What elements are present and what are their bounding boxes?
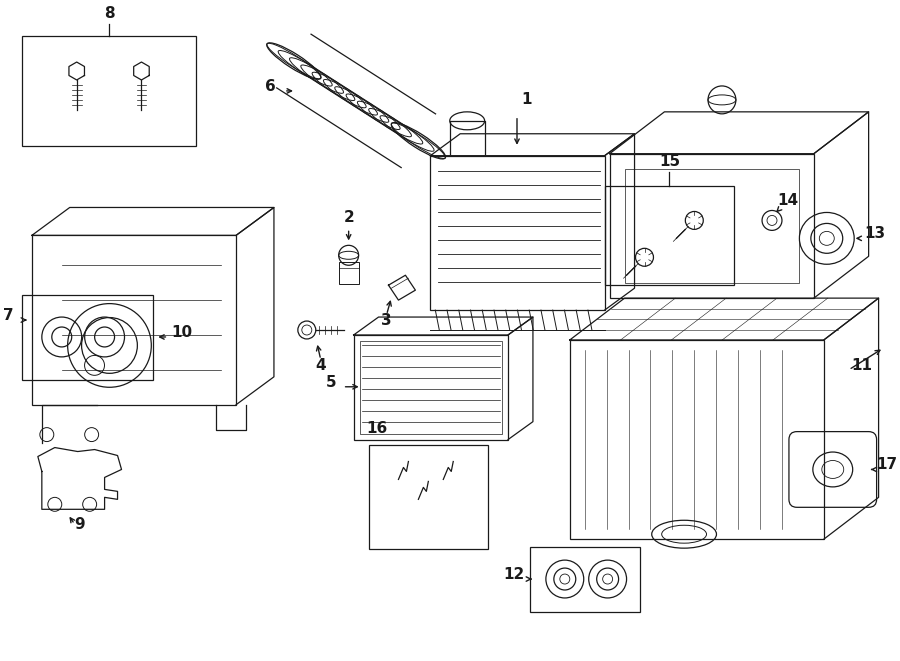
- Text: 2: 2: [343, 210, 354, 225]
- Text: 6: 6: [266, 79, 276, 94]
- Text: 11: 11: [851, 358, 873, 373]
- Text: 1: 1: [522, 92, 532, 107]
- Bar: [530, 547, 640, 612]
- Bar: [32, 235, 236, 405]
- Text: 3: 3: [382, 313, 392, 328]
- Text: 13: 13: [865, 226, 886, 241]
- Text: 10: 10: [171, 325, 193, 340]
- Text: 9: 9: [75, 517, 85, 532]
- Bar: [570, 340, 824, 539]
- Text: 4: 4: [315, 358, 326, 373]
- Text: 5: 5: [326, 375, 336, 390]
- Bar: [360, 341, 502, 434]
- Bar: [22, 36, 196, 145]
- Text: 12: 12: [504, 567, 525, 582]
- Text: 7: 7: [3, 308, 14, 323]
- Text: 14: 14: [777, 194, 798, 208]
- Text: 17: 17: [877, 457, 897, 473]
- Bar: [625, 169, 799, 283]
- Text: 15: 15: [659, 153, 680, 169]
- Bar: [430, 156, 605, 310]
- Bar: [354, 335, 508, 440]
- Bar: [609, 154, 814, 298]
- Bar: [605, 186, 734, 285]
- Bar: [369, 445, 488, 549]
- Bar: [22, 295, 153, 380]
- Text: 16: 16: [366, 420, 388, 436]
- Text: 8: 8: [104, 6, 114, 21]
- Bar: [338, 262, 358, 284]
